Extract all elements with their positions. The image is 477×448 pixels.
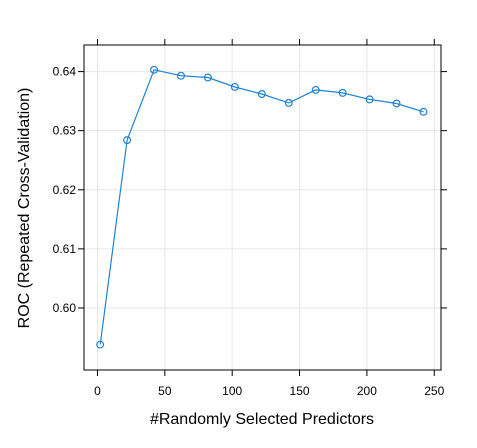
y-axis-label: ROC (Repeated Cross-Validation) bbox=[16, 88, 33, 329]
data-point bbox=[284, 98, 293, 107]
data-point bbox=[419, 107, 428, 116]
y-tick-label: 0.60 bbox=[53, 301, 77, 315]
x-tick-label: 50 bbox=[158, 384, 172, 398]
series-line bbox=[99, 69, 424, 345]
x-tick-label: 250 bbox=[424, 384, 444, 398]
data-point bbox=[311, 85, 320, 94]
x-tick-label: 0 bbox=[94, 384, 101, 398]
axes: 0 50 100 150 200 250 0.60 0.61 0.62 0.63 0.64 bbox=[53, 39, 447, 398]
x-tick-label: 100 bbox=[222, 384, 242, 398]
data-point bbox=[230, 82, 239, 91]
data-point bbox=[150, 65, 159, 74]
x-tick-label: 150 bbox=[290, 384, 310, 398]
data-point bbox=[123, 136, 132, 145]
data-point bbox=[176, 71, 185, 80]
series-layer bbox=[96, 65, 428, 349]
y-tick-label: 0.64 bbox=[53, 65, 77, 79]
data-point bbox=[96, 340, 105, 349]
data-point bbox=[338, 88, 347, 97]
data-point bbox=[203, 73, 212, 82]
data-point bbox=[257, 90, 266, 99]
plot-frame bbox=[83, 44, 442, 371]
data-point bbox=[365, 95, 374, 104]
y-tick-label: 0.63 bbox=[53, 124, 77, 138]
grid-lines bbox=[84, 45, 441, 370]
x-tick-label: 200 bbox=[357, 384, 377, 398]
data-point bbox=[392, 99, 401, 108]
y-tick-label: 0.61 bbox=[53, 242, 77, 256]
y-tick-label: 0.62 bbox=[53, 183, 77, 197]
x-axis-label: #Randomly Selected Predictors bbox=[150, 411, 374, 428]
